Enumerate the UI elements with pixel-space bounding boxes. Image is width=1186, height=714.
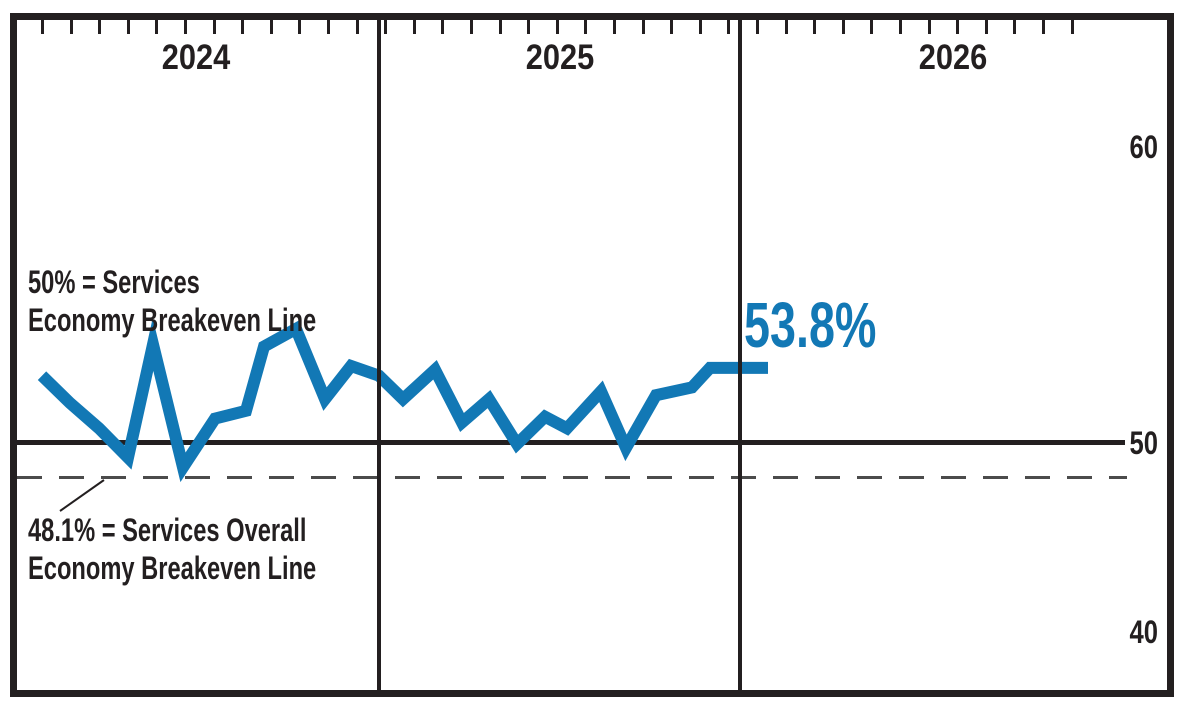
year-label-2026: 2026 xyxy=(918,38,988,77)
month-tick xyxy=(184,20,187,34)
month-tick xyxy=(870,20,874,34)
month-tick xyxy=(384,20,388,34)
month-tick xyxy=(956,20,960,34)
callout-line xyxy=(59,479,105,512)
y-axis-label-60: 60 xyxy=(1129,129,1158,165)
month-tick xyxy=(470,20,473,34)
breakeven-48-1-annotation-line1: 48.1% = Services Overall xyxy=(28,512,307,548)
latest-value-label: 53.8% xyxy=(744,289,877,361)
month-tick xyxy=(613,20,616,34)
month-tick xyxy=(355,20,359,34)
month-tick xyxy=(584,20,588,34)
breakeven-48-1-annotation-line2: Economy Breakeven Line xyxy=(28,550,317,586)
month-tick xyxy=(813,20,817,34)
month-tick xyxy=(41,20,44,34)
month-tick xyxy=(212,20,216,34)
month-tick xyxy=(498,20,502,34)
month-tick xyxy=(670,20,674,34)
breakeven-50-annotation-line2: Economy Breakeven Line xyxy=(28,302,317,338)
year-label-2025: 2025 xyxy=(525,38,595,77)
month-tick xyxy=(984,20,988,34)
month-tick xyxy=(441,20,445,34)
month-tick xyxy=(1013,20,1017,34)
month-tick xyxy=(698,20,702,34)
month-tick xyxy=(269,20,273,34)
breakeven-48-1-annotation: 48.1% = Services Overall Economy Breakev… xyxy=(28,511,316,587)
month-tick xyxy=(899,20,902,34)
month-tick xyxy=(1070,20,1074,34)
month-tick xyxy=(555,20,559,34)
month-tick xyxy=(412,20,416,34)
breakeven-50-annotation-line1: 50% = Services xyxy=(28,264,200,300)
month-tick xyxy=(155,20,159,34)
month-tick xyxy=(727,20,731,34)
month-tick xyxy=(327,20,330,34)
month-tick xyxy=(784,20,788,34)
month-tick xyxy=(1042,20,1045,34)
month-tick xyxy=(98,20,102,34)
month-tick xyxy=(69,20,73,34)
year-divider-2024-2025 xyxy=(377,20,381,690)
month-tick xyxy=(298,20,302,34)
breakeven-50-line xyxy=(17,440,1125,445)
month-tick xyxy=(641,20,645,34)
month-tick xyxy=(841,20,845,34)
y-axis-label-50: 50 xyxy=(1129,425,1158,461)
breakeven-48-1-dashed-line xyxy=(17,476,1127,479)
y-axis-label-40: 40 xyxy=(1129,614,1158,650)
chart-frame xyxy=(10,13,1174,697)
year-divider-2025-2026 xyxy=(738,20,742,690)
services-pmi-line xyxy=(37,318,768,483)
breakeven-50-annotation: 50% = Services Economy Breakeven Line xyxy=(28,263,316,339)
month-tick xyxy=(756,20,759,34)
month-tick xyxy=(241,20,245,34)
year-label-2024: 2024 xyxy=(161,38,231,77)
month-tick xyxy=(527,20,531,34)
month-tick xyxy=(927,20,931,34)
month-tick xyxy=(126,20,130,34)
